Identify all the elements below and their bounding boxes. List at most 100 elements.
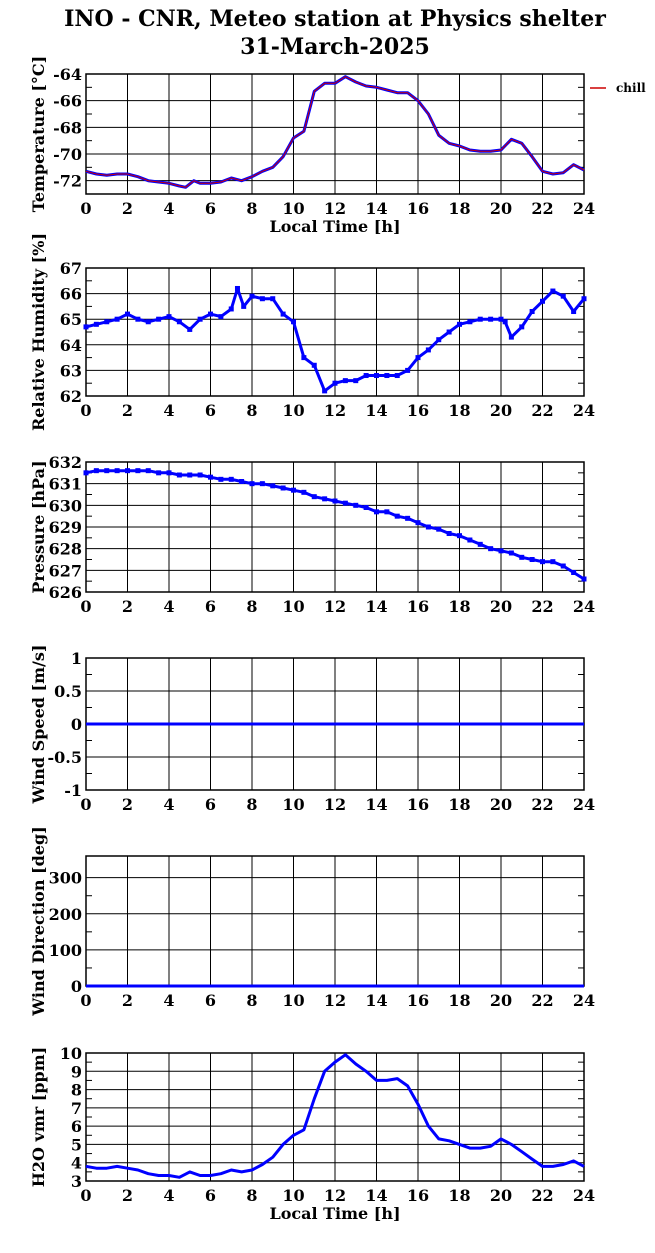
y-tick-label: 62 xyxy=(60,387,82,406)
x-tick-label: 10 xyxy=(282,795,304,814)
data-point-pressure xyxy=(457,533,462,539)
x-tick-label: 6 xyxy=(205,991,216,1010)
data-point-pressure xyxy=(280,485,286,491)
x-tick-label: 12 xyxy=(324,597,346,616)
data-point-pressure xyxy=(176,472,182,478)
x-tick-label: 0 xyxy=(80,991,91,1010)
x-tick-label: 10 xyxy=(282,991,304,1010)
data-point-humidity xyxy=(363,373,369,379)
data-point-humidity xyxy=(384,373,390,379)
data-point-humidity xyxy=(342,378,348,384)
data-point-pressure xyxy=(374,509,379,515)
y-tick-label: 9 xyxy=(71,1062,82,1081)
x-tick-label: 2 xyxy=(122,1186,133,1205)
data-point-humidity xyxy=(446,329,452,335)
data-point-humidity xyxy=(425,347,431,353)
data-point-pressure xyxy=(83,470,89,476)
y-tick-label: -72 xyxy=(53,172,82,191)
x-tick-label: 4 xyxy=(163,401,174,420)
data-point-pressure xyxy=(322,496,328,502)
x-tick-label: 12 xyxy=(324,401,346,420)
data-point-humidity xyxy=(197,316,203,322)
data-point-humidity xyxy=(502,319,508,325)
y-axis-label: H2O vmr [ppm] xyxy=(29,1047,48,1187)
figure-date: 31-March-2025 xyxy=(240,34,430,60)
data-point-pressure xyxy=(332,498,338,504)
data-point-humidity xyxy=(114,316,120,322)
x-tick-label: 6 xyxy=(205,795,216,814)
data-point-humidity xyxy=(104,319,110,325)
x-tick-label: 4 xyxy=(163,597,174,616)
panels-group: 0 2 4 6 8 10 12 14 16 18 20 22 24-72-70-68-66-64Temp… xyxy=(29,56,646,1223)
data-point-pressure xyxy=(93,468,99,474)
data-point-humidity xyxy=(166,314,172,320)
x-axis-label: Local Time [h] xyxy=(269,217,400,236)
x-tick-label: 22 xyxy=(531,401,553,420)
x-tick-label: 24 xyxy=(573,991,595,1010)
plot-frame xyxy=(85,73,585,195)
x-tick-label: 16 xyxy=(407,1186,429,1205)
data-point-humidity xyxy=(550,288,556,294)
data-point-pressure xyxy=(187,472,193,478)
y-tick-label: 3 xyxy=(71,1172,82,1191)
data-point-humidity xyxy=(145,319,151,325)
x-tick-label: 20 xyxy=(490,597,512,616)
data-point-humidity xyxy=(322,388,328,394)
x-tick-label: 0 xyxy=(80,795,91,814)
data-point-pressure xyxy=(529,557,535,562)
data-point-pressure xyxy=(363,505,369,510)
x-tick-label: 18 xyxy=(448,199,470,218)
legend-label: chill xyxy=(616,81,646,95)
y-tick-label: 100 xyxy=(49,941,82,960)
panel-temperature: 0 2 4 6 8 10 12 14 16 18 20 22 24-72-70-68-66-64Temp… xyxy=(29,56,646,236)
x-tick-label: 22 xyxy=(531,597,553,616)
data-point-pressure xyxy=(467,537,473,543)
plot-frame xyxy=(85,1052,585,1182)
data-point-humidity xyxy=(540,298,545,304)
y-tick-label: 626 xyxy=(49,583,82,602)
y-tick-label: 300 xyxy=(49,869,82,888)
data-point-humidity xyxy=(374,373,379,379)
x-tick-label: 14 xyxy=(365,597,387,616)
y-axis-label: Temperature [°C] xyxy=(29,56,48,212)
x-tick-label: 0 xyxy=(80,401,91,420)
y-tick-label: 63 xyxy=(60,361,82,380)
y-tick-label: 627 xyxy=(49,561,82,580)
data-point-pressure xyxy=(550,559,556,565)
data-point-pressure xyxy=(436,526,442,532)
panel-humidity: 0 2 4 6 8 10 12 14 16 18 20 22 24626364656667Relativ… xyxy=(29,233,595,431)
data-point-pressure xyxy=(228,476,234,482)
data-point-pressure xyxy=(197,472,203,478)
x-tick-label: 4 xyxy=(163,1186,174,1205)
x-tick-label: 20 xyxy=(490,199,512,218)
data-point-humidity xyxy=(218,314,224,320)
x-tick-label: 24 xyxy=(573,597,595,616)
y-tick-label: -70 xyxy=(53,145,82,164)
data-point-humidity xyxy=(488,316,494,322)
data-point-humidity xyxy=(498,316,504,322)
data-point-humidity xyxy=(291,319,296,325)
data-point-pressure xyxy=(125,468,130,474)
x-tick-label: 12 xyxy=(324,199,346,218)
x-tick-label: 10 xyxy=(282,1186,304,1205)
figure-title: INO - CNR, Meteo station at Physics shel… xyxy=(64,6,606,32)
x-tick-label: 4 xyxy=(163,199,174,218)
x-tick-label: 18 xyxy=(448,1186,470,1205)
y-tick-label: 10 xyxy=(60,1044,82,1063)
y-tick-label: 5 xyxy=(71,1135,82,1154)
x-tick-label: 4 xyxy=(163,991,174,1010)
x-tick-label: 16 xyxy=(407,597,429,616)
y-tick-label: 631 xyxy=(49,475,82,494)
x-tick-label: 24 xyxy=(573,1186,595,1205)
data-point-humidity xyxy=(83,324,89,330)
x-tick-label: 8 xyxy=(246,401,257,420)
y-axis-label: Relative Humidity [%] xyxy=(29,233,48,431)
data-point-humidity xyxy=(405,367,411,373)
y-tick-label: -66 xyxy=(53,92,82,111)
x-tick-label: 16 xyxy=(407,795,429,814)
data-point-humidity xyxy=(241,303,247,309)
